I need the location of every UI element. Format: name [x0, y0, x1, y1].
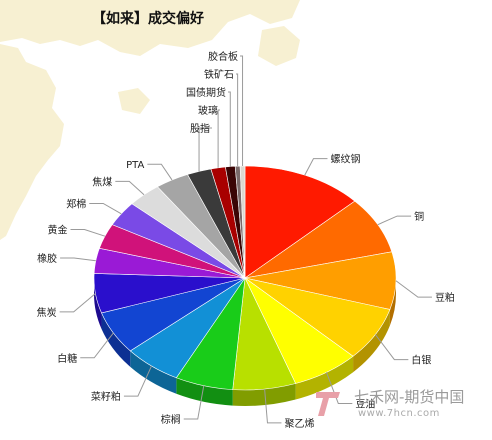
pie-leader-line-6	[183, 385, 205, 420]
pie-label-18: 铁矿石	[204, 68, 234, 81]
pie-leader-line-12	[89, 202, 122, 215]
pie-label-3: 白银	[411, 354, 431, 367]
pie-leader-line-9	[59, 293, 96, 313]
pie-leader-line-3	[374, 334, 409, 361]
pie-label-17: 国债期货	[186, 86, 226, 99]
pie-side-6	[176, 377, 233, 406]
pie-leader-line-14	[147, 163, 173, 181]
pie-label-1: 铜	[414, 211, 424, 223]
pie-side-4	[295, 356, 354, 400]
pie-leader-line-0	[304, 158, 328, 176]
pie-leader-line-1	[377, 215, 412, 226]
pie-slice-0	[244, 165, 356, 279]
pie-leader-line-10	[60, 257, 96, 262]
map-land-island	[118, 88, 150, 114]
pie-slices-group	[93, 165, 397, 391]
pie-label-11: 黄金	[48, 223, 68, 236]
watermark-url: www.7hcn.com	[358, 408, 440, 419]
map-land-west	[0, 44, 64, 240]
pie-label-15: 股指	[190, 122, 210, 135]
pie-label-12: 郑棉	[66, 197, 86, 210]
pie-leader-line-18	[236, 73, 239, 167]
pie-label-5: 聚乙烯	[284, 417, 314, 430]
pie-leader-line-2	[395, 280, 432, 298]
pie-leader-line-16	[217, 109, 220, 168]
pie-label-16: 玻璃	[198, 104, 218, 117]
pie-side-5	[232, 383, 296, 406]
pie-leader-line-4	[325, 372, 353, 404]
pie-label-6: 棕榈	[161, 413, 181, 426]
pie-label-8: 白糖	[57, 352, 77, 365]
pie-label-14: PTA	[126, 160, 144, 171]
pie-label-10: 橡胶	[37, 252, 57, 265]
pie-leader-line-5	[264, 389, 282, 424]
pie-leader-line-8	[80, 332, 114, 359]
pie-label-7: 菜籽粕	[91, 390, 121, 403]
pie-leader-line-19	[240, 55, 244, 167]
pie-side-2	[389, 278, 396, 326]
pie-leader-line-13	[115, 180, 145, 196]
pie-label-9: 焦炭	[37, 306, 57, 319]
pie-leader-line-7	[123, 365, 152, 397]
pie-label-0: 螺纹钢	[330, 153, 360, 166]
pie-label-4: 豆油	[355, 397, 375, 410]
pie-leader-line-17	[228, 91, 231, 167]
watermark: 七禾网-期货中国 www.7hcn.com	[312, 384, 492, 440]
map-land-north	[0, 0, 300, 56]
pie-label-19: 胶合板	[208, 50, 238, 63]
pie-leader-line-11	[70, 228, 106, 237]
pie-leader-line-15	[198, 127, 212, 172]
watermark-logo-icon	[316, 392, 340, 416]
pie-side-3	[353, 309, 390, 373]
map-land-east	[258, 26, 300, 66]
pie-label-2: 豆粕	[435, 291, 455, 304]
pie-side-7	[130, 350, 177, 394]
watermark-brand: 七禾网-期货中国	[354, 388, 465, 406]
pie-label-13: 焦煤	[92, 175, 112, 188]
chart-title: 【如来】成交偏好	[92, 11, 204, 27]
